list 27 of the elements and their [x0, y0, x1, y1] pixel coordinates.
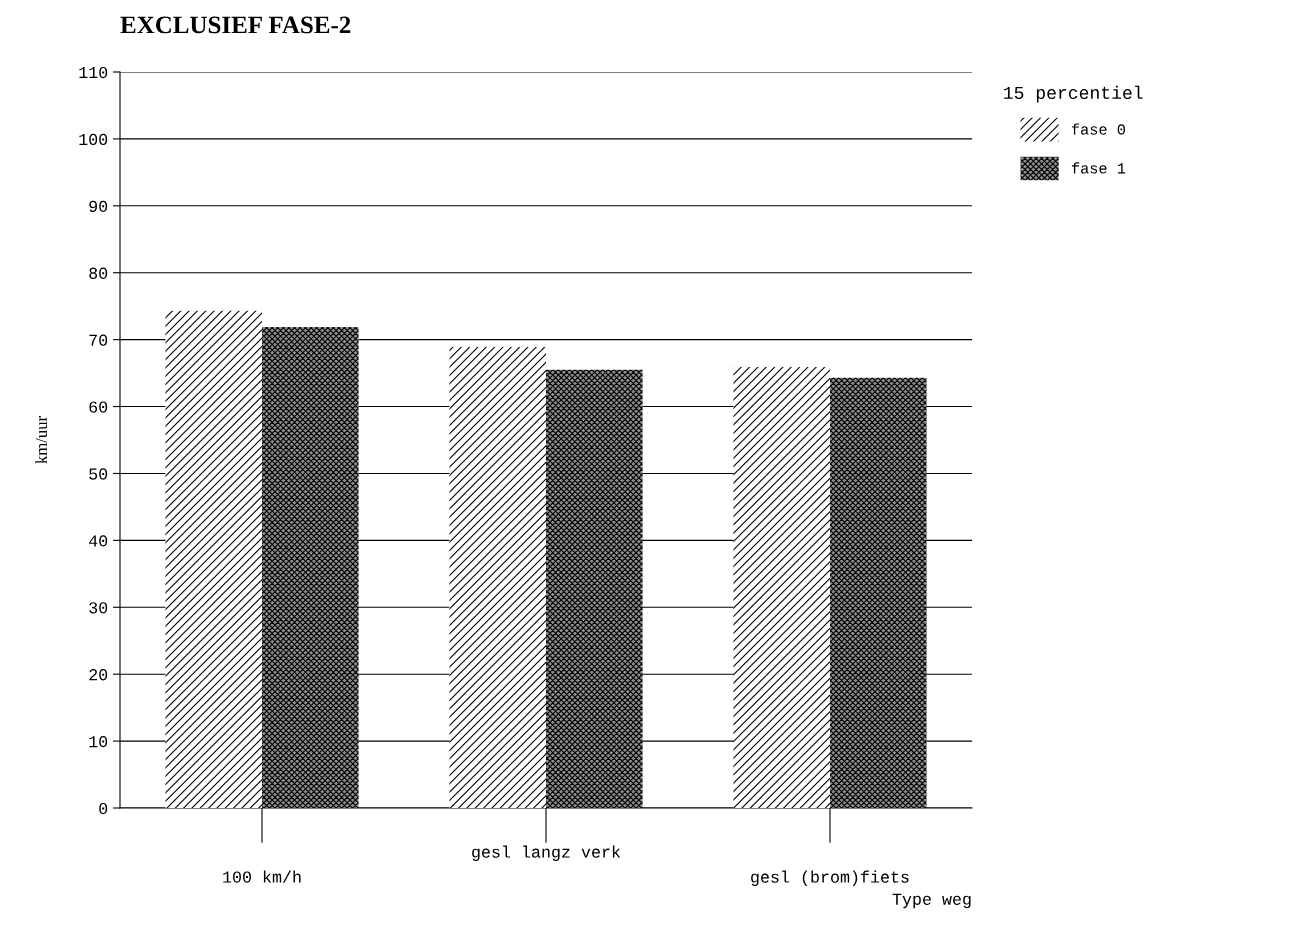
y-tick-label: 90: [89, 200, 108, 213]
legend-label: fase 0: [1071, 123, 1125, 135]
bar: [546, 369, 643, 808]
y-tick-label: 20: [89, 669, 108, 681]
x-axis-title: Type weg: [892, 893, 971, 909]
y-tick-label: 0: [99, 802, 108, 815]
legend-title: 15 percentiel: [1004, 85, 1143, 103]
bar: [165, 310, 262, 808]
x-tick-label: gesl langz verk: [472, 845, 621, 862]
y-tick-label: 60: [89, 401, 108, 413]
y-tick-label: 40: [89, 535, 108, 547]
bar: [262, 326, 359, 808]
bar: [733, 367, 830, 808]
bar: [449, 347, 546, 808]
bar: [830, 377, 927, 808]
y-tick-label: 110: [79, 66, 108, 79]
y-tick-label: 100: [79, 133, 108, 146]
y-axis-title: km/uur: [35, 416, 48, 464]
x-tick-label: 100 km/h: [223, 870, 301, 883]
y-tick-label: 10: [89, 735, 108, 748]
x-tick-label: gesl (brom)fiets: [751, 870, 909, 887]
y-tick-label: 80: [89, 267, 108, 279]
y-tick-label: 70: [89, 334, 108, 346]
y-tick-label: 50: [89, 468, 108, 480]
y-tick-label: 30: [89, 602, 108, 614]
chart-title: EXCLUSIEF FASE-2: [120, 16, 351, 34]
legend-label: fase 1: [1071, 162, 1126, 174]
